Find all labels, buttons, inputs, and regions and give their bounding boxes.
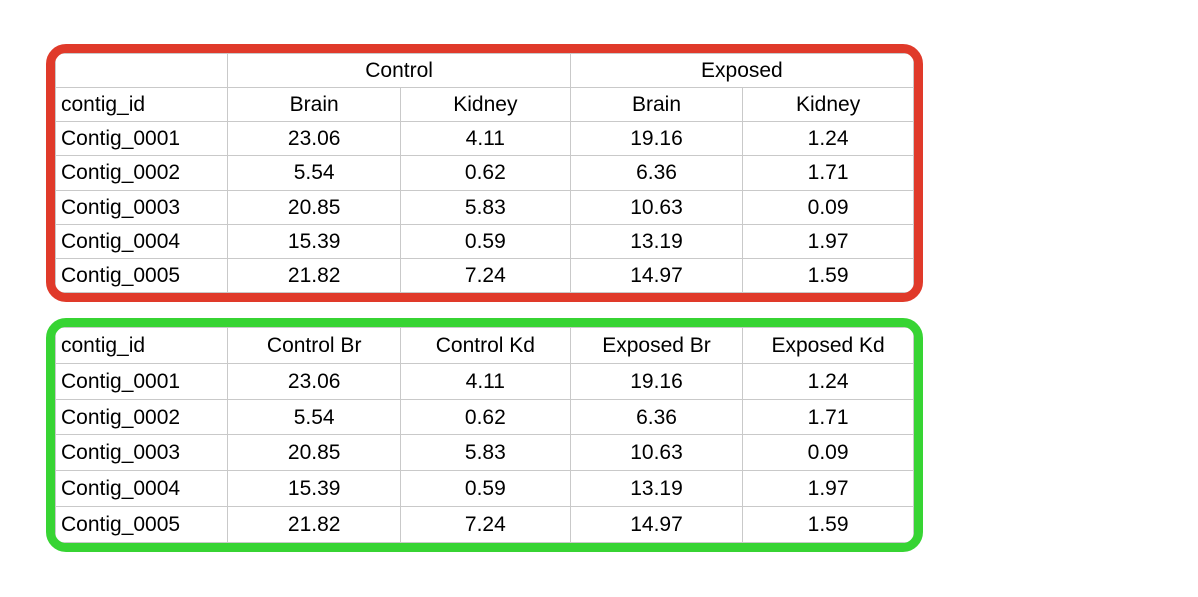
value-cell: 19.16 — [569, 362, 744, 400]
row-id-cell: Contig_0003 — [55, 434, 229, 472]
value-cell: 23.06 — [227, 362, 401, 400]
row-id-cell: Contig_0003 — [55, 189, 229, 225]
column-header: Control Br — [227, 327, 401, 364]
value-cell: 20.85 — [227, 434, 401, 472]
value-cell: 5.83 — [399, 434, 571, 472]
value-cell: 15.39 — [227, 470, 401, 508]
value-cell: 1.97 — [742, 470, 914, 508]
row-id-cell: Contig_0001 — [55, 121, 229, 157]
value-cell: 1.71 — [742, 398, 914, 436]
table-row: Contig_0002 5.54 0.62 6.36 1.71 — [55, 155, 914, 191]
table-row: Contig_0002 5.54 0.62 6.36 1.71 — [55, 398, 914, 436]
table-row: Contig_0005 21.82 7.24 14.97 1.59 — [55, 257, 914, 293]
group-header-row: Control Exposed — [55, 53, 914, 89]
group-header-exposed: Exposed — [569, 53, 914, 89]
row-id-cell: Contig_0002 — [55, 398, 229, 436]
value-cell: 0.62 — [399, 398, 571, 436]
value-cell: 10.63 — [569, 189, 744, 225]
merged-header-table: Control Exposed contig_id Brain Kidney B… — [55, 53, 914, 293]
column-header: Brain — [227, 87, 401, 123]
table-row: Contig_0004 15.39 0.59 13.19 1.97 — [55, 470, 914, 508]
table-row: Contig_0003 20.85 5.83 10.63 0.09 — [55, 189, 914, 225]
value-cell: 1.24 — [742, 362, 914, 400]
value-cell: 1.97 — [742, 223, 914, 259]
value-cell: 5.83 — [399, 189, 571, 225]
row-id-cell: Contig_0001 — [55, 362, 229, 400]
header-row: contig_id Control Br Control Kd Exposed … — [55, 327, 914, 364]
id-column-header: contig_id — [55, 87, 229, 123]
value-cell: 5.54 — [227, 155, 401, 191]
value-cell: 15.39 — [227, 223, 401, 259]
value-cell: 1.59 — [742, 506, 914, 543]
group-header-control: Control — [227, 53, 571, 89]
column-header: Control Kd — [399, 327, 571, 364]
row-id-cell: Contig_0004 — [55, 223, 229, 259]
table-row: Contig_0004 15.39 0.59 13.19 1.97 — [55, 223, 914, 259]
value-cell: 0.59 — [399, 470, 571, 508]
sub-header-row: contig_id Brain Kidney Brain Kidney — [55, 87, 914, 123]
value-cell: 5.54 — [227, 398, 401, 436]
value-cell: 21.82 — [227, 506, 401, 543]
row-id-cell: Contig_0004 — [55, 470, 229, 508]
corner-cell — [55, 53, 229, 89]
table-row: Contig_0005 21.82 7.24 14.97 1.59 — [55, 506, 914, 543]
value-cell: 0.09 — [742, 189, 914, 225]
flat-header-table: contig_id Control Br Control Kd Exposed … — [55, 327, 914, 543]
value-cell: 1.71 — [742, 155, 914, 191]
table-row: Contig_0003 20.85 5.83 10.63 0.09 — [55, 434, 914, 472]
value-cell: 4.11 — [399, 362, 571, 400]
value-cell: 10.63 — [569, 434, 744, 472]
value-cell: 7.24 — [399, 506, 571, 543]
value-cell: 0.62 — [399, 155, 571, 191]
green-annotation-box: contig_id Control Br Control Kd Exposed … — [46, 318, 923, 552]
value-cell: 0.59 — [399, 223, 571, 259]
row-id-cell: Contig_0005 — [55, 506, 229, 543]
value-cell: 7.24 — [399, 257, 571, 293]
value-cell: 14.97 — [569, 257, 744, 293]
value-cell: 6.36 — [569, 398, 744, 436]
row-id-cell: Contig_0002 — [55, 155, 229, 191]
value-cell: 0.09 — [742, 434, 914, 472]
value-cell: 21.82 — [227, 257, 401, 293]
value-cell: 14.97 — [569, 506, 744, 543]
column-header: Exposed Kd — [742, 327, 914, 364]
value-cell: 23.06 — [227, 121, 401, 157]
value-cell: 13.19 — [569, 223, 744, 259]
value-cell: 13.19 — [569, 470, 744, 508]
value-cell: 19.16 — [569, 121, 744, 157]
row-id-cell: Contig_0005 — [55, 257, 229, 293]
value-cell: 20.85 — [227, 189, 401, 225]
column-header: Brain — [569, 87, 744, 123]
table-row: Contig_0001 23.06 4.11 19.16 1.24 — [55, 121, 914, 157]
column-header: Exposed Br — [569, 327, 744, 364]
value-cell: 6.36 — [569, 155, 744, 191]
table-row: Contig_0001 23.06 4.11 19.16 1.24 — [55, 362, 914, 400]
value-cell: 1.24 — [742, 121, 914, 157]
column-header: Kidney — [399, 87, 571, 123]
id-column-header: contig_id — [55, 327, 229, 364]
column-header: Kidney — [742, 87, 914, 123]
red-annotation-box: Control Exposed contig_id Brain Kidney B… — [46, 44, 923, 302]
value-cell: 4.11 — [399, 121, 571, 157]
value-cell: 1.59 — [742, 257, 914, 293]
